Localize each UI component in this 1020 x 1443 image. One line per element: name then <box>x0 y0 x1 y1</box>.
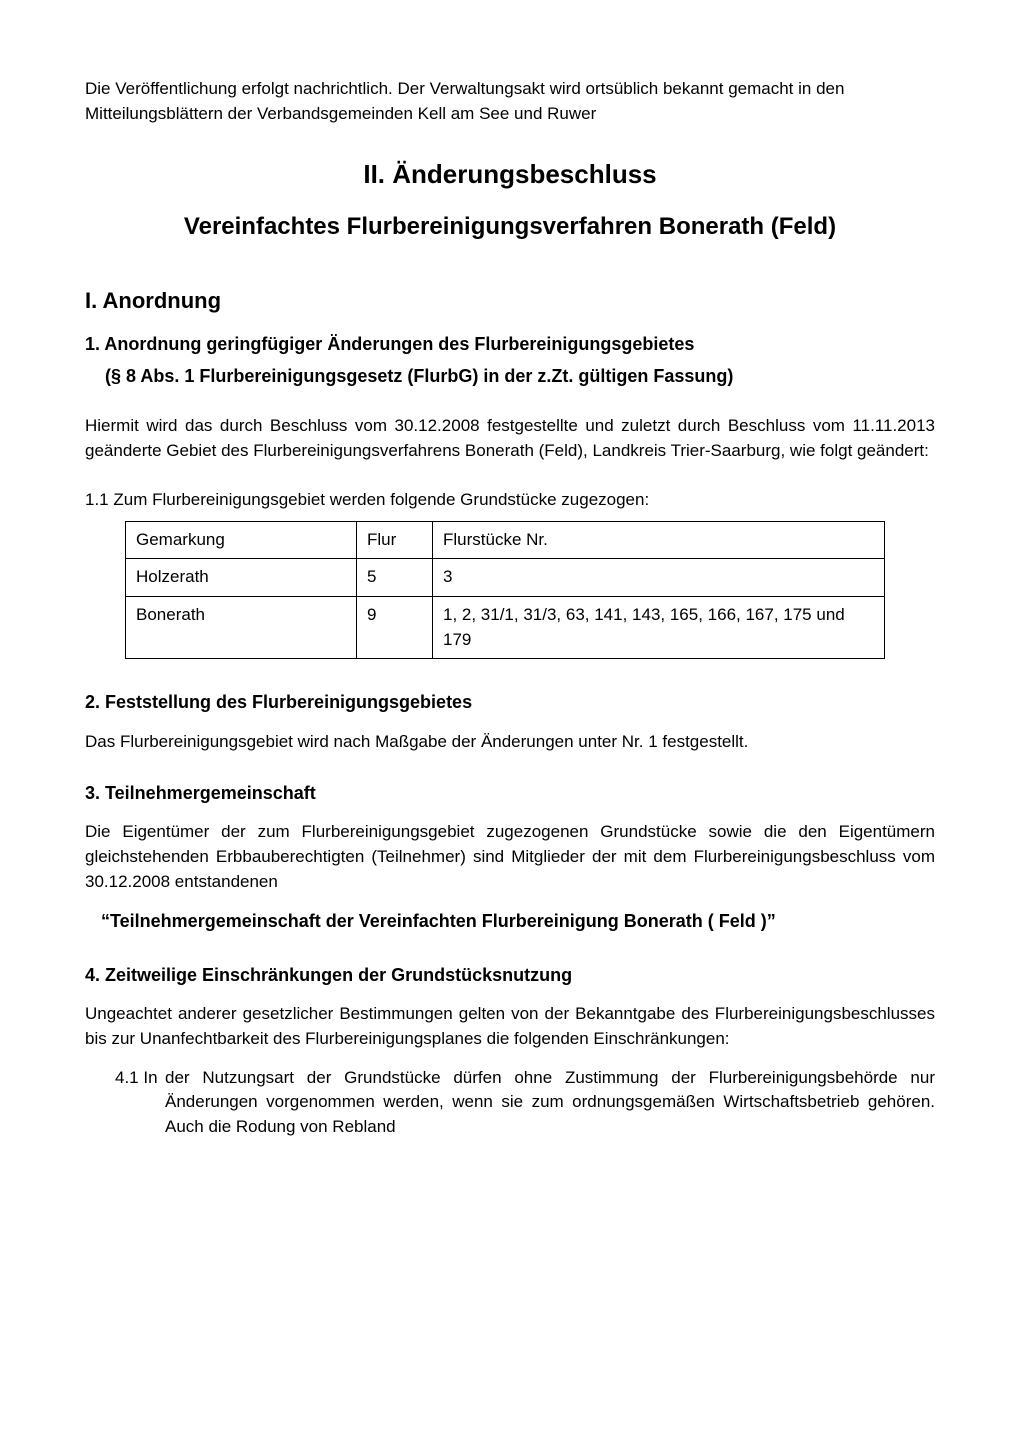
table-cell: 9 <box>357 597 433 659</box>
intro-paragraph: Die Veröffentlichung erfolgt nachrichtli… <box>85 77 935 126</box>
subsection-3-quote: “Teilnehmergemeinschaft der Vereinfachte… <box>101 908 935 934</box>
sub-title: Vereinfachtes Flurbereinigungsverfahren … <box>85 210 935 245</box>
subsection-4-paragraph: Ungeachtet anderer gesetzlicher Bestimmu… <box>85 1002 935 1051</box>
subsection-2-heading: 2. Feststellung des Flurbereinigungsgebi… <box>85 689 935 715</box>
table-cell: 1, 2, 31/1, 31/3, 63, 141, 143, 165, 166… <box>433 597 885 659</box>
table-cell: 3 <box>433 559 885 597</box>
main-title: II. Änderungsbeschluss <box>85 156 935 194</box>
section-I-heading: I. Anordnung <box>85 285 935 317</box>
table-caption: 1.1 Zum Flurbereinigungsgebiet werden fo… <box>85 488 935 513</box>
table-cell: 5 <box>357 559 433 597</box>
subsection-1-heading-line1: 1. Anordnung geringfügiger Änderungen de… <box>85 331 935 357</box>
item-number: 4.1 In <box>115 1066 165 1140</box>
subsection-4-item: 4.1 In der Nutzungsart der Grundstücke d… <box>115 1066 935 1140</box>
subsection-3-heading: 3. Teilnehmergemeinschaft <box>85 780 935 806</box>
table-header-flur: Flur <box>357 521 433 559</box>
subsection-3-paragraph: Die Eigentümer der zum Flurbereinigungsg… <box>85 820 935 894</box>
table-header-flurstuecke: Flurstücke Nr. <box>433 521 885 559</box>
table-row: Bonerath 9 1, 2, 31/1, 31/3, 63, 141, 14… <box>126 597 885 659</box>
section-1-paragraph: Hiermit wird das durch Beschluss vom 30.… <box>85 414 935 463</box>
subsection-1-heading-line2: (§ 8 Abs. 1 Flurbereinigungsgesetz (Flur… <box>105 363 935 389</box>
subsection-2-paragraph: Das Flurbereinigungsgebiet wird nach Maß… <box>85 730 935 755</box>
table-cell: Holzerath <box>126 559 357 597</box>
item-text: der Nutzungsart der Grundstücke dürfen o… <box>165 1066 935 1140</box>
table-header-gemarkung: Gemarkung <box>126 521 357 559</box>
table-row: Holzerath 5 3 <box>126 559 885 597</box>
subsection-4-heading: 4. Zeitweilige Einschränkungen der Grund… <box>85 962 935 988</box>
table-header-row: Gemarkung Flur Flurstücke Nr. <box>126 521 885 559</box>
grundstuecke-table: Gemarkung Flur Flurstücke Nr. Holzerath … <box>125 521 885 660</box>
table-cell: Bonerath <box>126 597 357 659</box>
